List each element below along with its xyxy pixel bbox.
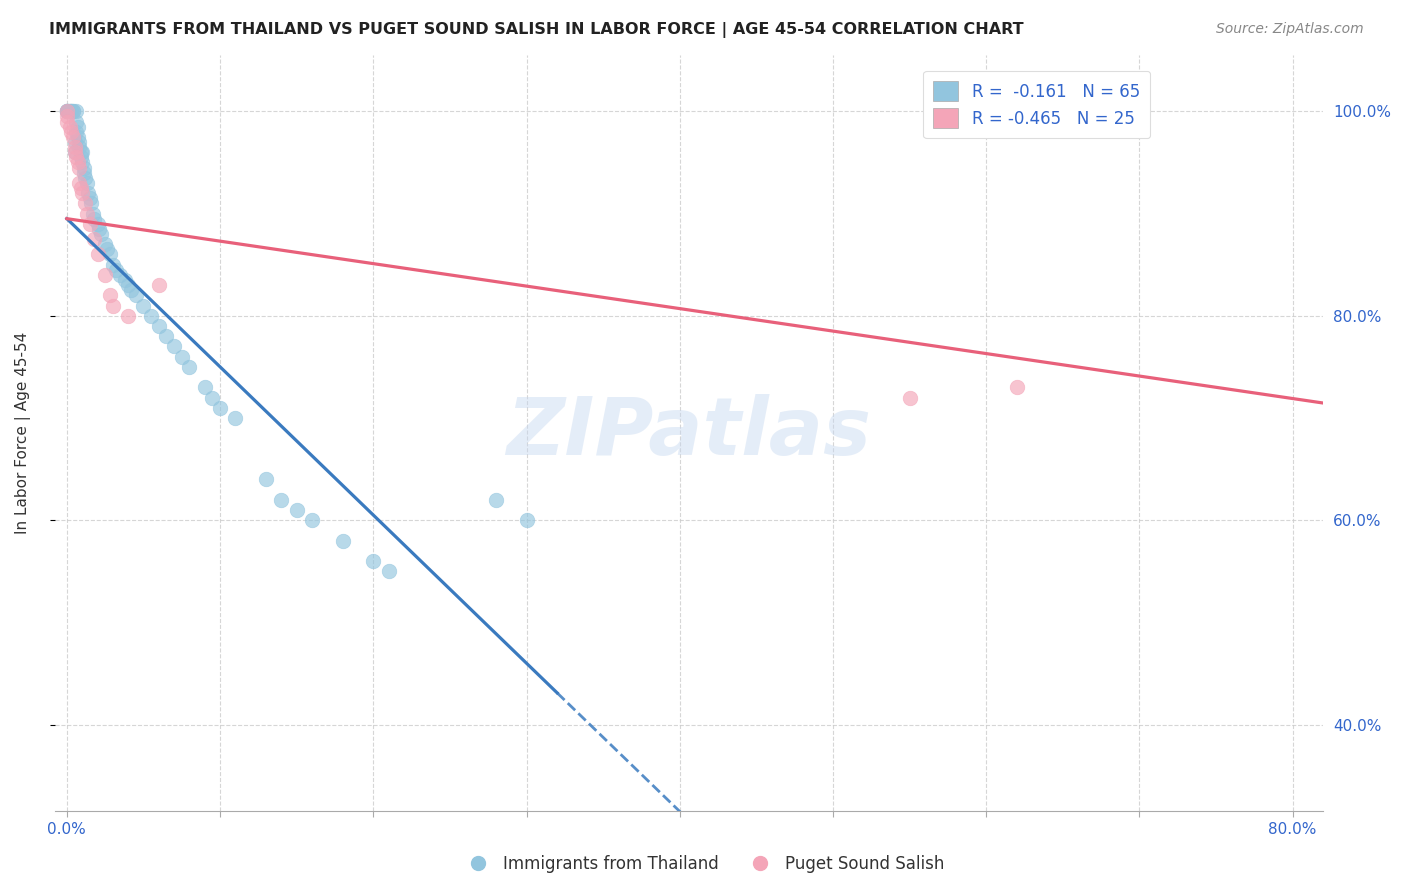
Point: [363, 554, 385, 568]
Point: [62, 129, 84, 144]
Point: [69, 181, 91, 195]
Point: [79, 217, 101, 231]
Point: [59, 104, 82, 119]
Point: [90, 227, 112, 241]
Point: [77, 186, 100, 200]
Point: [63, 135, 86, 149]
Point: [70, 155, 93, 169]
Point: [65, 125, 87, 139]
Point: [69, 150, 91, 164]
Point: [75, 196, 97, 211]
Point: [56, 110, 79, 124]
Point: [76, 206, 98, 220]
Text: Source: ZipAtlas.com: Source: ZipAtlas.com: [1216, 22, 1364, 37]
Point: [63, 145, 86, 160]
Text: IMMIGRANTS FROM THAILAND VS PUGET SOUND SALISH IN LABOR FORCE | AGE 45-54 CORREL: IMMIGRANTS FROM THAILAND VS PUGET SOUND …: [49, 22, 1024, 38]
Point: [67, 135, 90, 149]
Point: [63, 140, 86, 154]
Point: [148, 318, 170, 333]
Point: [86, 247, 108, 261]
Point: [87, 222, 110, 236]
Point: [56, 104, 79, 119]
Point: [60, 104, 83, 119]
Point: [170, 350, 193, 364]
Point: [148, 278, 170, 293]
Y-axis label: In Labor Force | Age 45-54: In Labor Force | Age 45-54: [15, 332, 31, 534]
Point: [224, 411, 246, 425]
Point: [285, 503, 308, 517]
Point: [194, 380, 217, 394]
Point: [132, 299, 155, 313]
Point: [62, 104, 84, 119]
Point: [485, 492, 508, 507]
Point: [209, 401, 232, 415]
Point: [117, 278, 139, 293]
Point: [59, 120, 82, 134]
Point: [56, 104, 79, 119]
Text: ZIPatlas: ZIPatlas: [506, 394, 872, 472]
Point: [96, 243, 118, 257]
Point: [59, 104, 82, 119]
Point: [56, 114, 79, 128]
Point: [270, 492, 292, 507]
Point: [117, 309, 139, 323]
Point: [1005, 380, 1028, 394]
Point: [83, 211, 105, 226]
Point: [104, 262, 127, 277]
Point: [56, 104, 79, 119]
Point: [67, 161, 90, 175]
Point: [125, 288, 148, 302]
Point: [101, 258, 124, 272]
Point: [86, 217, 108, 231]
Point: [201, 391, 224, 405]
Legend: Immigrants from Thailand, Puget Sound Salish: Immigrants from Thailand, Puget Sound Sa…: [454, 848, 952, 880]
Point: [75, 170, 97, 185]
Point: [63, 145, 86, 160]
Point: [101, 299, 124, 313]
Point: [66, 155, 89, 169]
Point: [67, 176, 90, 190]
Point: [179, 359, 201, 374]
Point: [83, 232, 105, 246]
Point: [70, 145, 93, 160]
Point: [98, 247, 121, 261]
Point: [65, 104, 87, 119]
Point: [82, 206, 104, 220]
Point: [377, 564, 399, 578]
Point: [73, 166, 96, 180]
Point: [60, 125, 83, 139]
Point: [80, 196, 103, 211]
Point: [79, 191, 101, 205]
Point: [139, 309, 162, 323]
Point: [62, 104, 84, 119]
Point: [254, 472, 277, 486]
Point: [60, 104, 83, 119]
Point: [65, 150, 87, 164]
Point: [163, 339, 186, 353]
Point: [94, 268, 117, 282]
Point: [332, 533, 354, 548]
Point: [120, 283, 142, 297]
Point: [66, 129, 89, 144]
Point: [898, 391, 921, 405]
Point: [76, 176, 98, 190]
Point: [56, 104, 79, 119]
Point: [67, 140, 90, 154]
Point: [65, 114, 87, 128]
Point: [94, 237, 117, 252]
Point: [98, 288, 121, 302]
Point: [114, 273, 136, 287]
Legend: R =  -0.161   N = 65, R = -0.465   N = 25: R = -0.161 N = 65, R = -0.465 N = 25: [924, 71, 1150, 138]
Point: [301, 513, 323, 527]
Point: [70, 186, 93, 200]
Point: [155, 329, 177, 343]
Point: [56, 104, 79, 119]
Point: [73, 161, 96, 175]
Point: [110, 268, 132, 282]
Point: [69, 145, 91, 160]
Point: [66, 120, 89, 134]
Point: [515, 513, 537, 527]
